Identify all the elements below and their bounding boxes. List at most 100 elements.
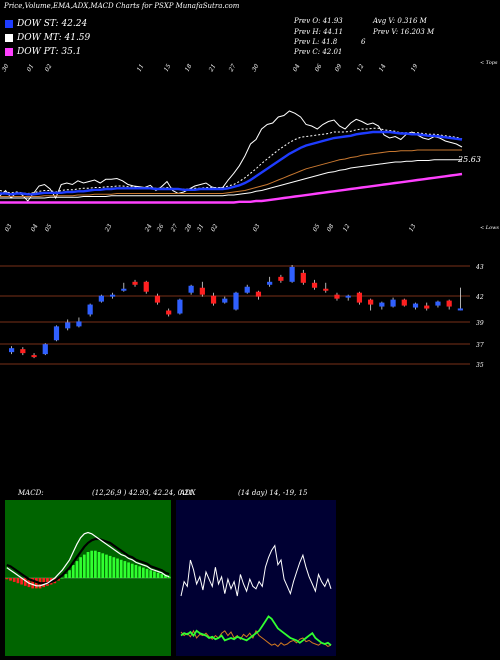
ema-line-5 <box>0 172 463 204</box>
macd-histogram-bar <box>101 553 105 578</box>
legend-label-st: DOW ST: 42.24 <box>17 19 88 29</box>
top-date-label: 19 <box>410 63 420 73</box>
top-date-label: 30 <box>1 63 11 73</box>
macd-histogram-bar <box>119 559 123 578</box>
candle-body <box>267 281 273 285</box>
macd-histogram-bar <box>64 574 68 578</box>
bottom-date-label: 26 <box>155 223 165 234</box>
bottom-date-label: 03 <box>252 223 262 233</box>
candle-body <box>255 291 262 297</box>
legend-item-mt: DOW MT: 41.59 <box>5 33 90 43</box>
stat-prev-volume: Prev V: 16.203 M <box>373 28 435 36</box>
lows-label: < Lows <box>480 225 499 231</box>
legend-swatch-st <box>5 20 13 28</box>
macd-histogram-bar <box>60 578 64 579</box>
bottom-date-label: 28 <box>183 223 193 234</box>
bottom-date-label: 02 <box>210 223 220 233</box>
price-axis-label: 37 <box>476 342 484 349</box>
candle-body <box>368 299 374 305</box>
candle-body <box>31 355 37 358</box>
bottom-date-label: 24 <box>143 223 153 234</box>
ema-line-2 <box>0 130 463 196</box>
adx-params: (14 day) 14, -19, 15 <box>238 489 308 497</box>
candle-body <box>424 305 430 309</box>
candle-body <box>20 349 26 354</box>
legend-item-pt: DOW PT: 35.1 <box>5 47 81 57</box>
macd-histogram-bar <box>9 578 12 581</box>
candle-body <box>356 292 363 303</box>
candle-body <box>166 310 172 315</box>
stat-prev-high: Prev H: 44.11 <box>294 28 344 36</box>
candle-body <box>76 321 82 327</box>
top-date-label: 30 <box>251 63 261 73</box>
macd-histogram-bar <box>123 561 127 578</box>
adx-panel <box>176 500 336 656</box>
price-axis-label: 35 <box>476 362 484 369</box>
ema-line-3 <box>0 149 462 197</box>
candle-body <box>87 304 93 315</box>
adx-line-0 <box>180 544 332 597</box>
macd-histogram-bar <box>71 565 75 578</box>
candle-body <box>177 299 183 314</box>
candle-body <box>244 286 250 293</box>
macd-panel <box>5 500 171 656</box>
candle-body <box>401 299 407 306</box>
macd-histogram-bar <box>156 572 160 578</box>
macd-histogram-bar <box>16 578 20 584</box>
macd-histogram-bar <box>86 552 90 578</box>
macd-histogram-bar <box>153 571 156 578</box>
macd-histogram-bar <box>90 550 94 578</box>
top-date-label: 04 <box>292 63 302 73</box>
macd-label: MACD: <box>18 489 44 497</box>
macd-histogram-bar <box>167 576 171 578</box>
candle-body <box>278 276 284 281</box>
ema-price-label: 25.63 <box>457 155 481 164</box>
macd-histogram-bar <box>97 552 101 578</box>
macd-histogram-bar <box>31 578 35 589</box>
candle-body <box>233 292 239 310</box>
macd-histogram-bar <box>108 555 112 578</box>
top-date-label: 12 <box>356 63 366 73</box>
candle-body <box>311 282 318 288</box>
macd-histogram-bar <box>160 574 164 578</box>
candle-body <box>121 288 127 291</box>
price-axis-label: 43 <box>475 264 484 271</box>
candle-body <box>300 272 306 283</box>
bottom-date-label: 23 <box>103 223 113 234</box>
candle-body <box>412 303 419 308</box>
top-date-label: 18 <box>184 63 194 73</box>
legend-label-mt: DOW MT: 41.59 <box>17 33 91 43</box>
macd-histogram-bar <box>127 562 130 578</box>
candle-body <box>109 294 116 297</box>
top-date-label: 27 <box>227 63 237 74</box>
tops-label: < Tops <box>480 60 498 66</box>
candle-body <box>323 288 329 291</box>
legend-label-pt: DOW PT: 35.1 <box>17 47 82 57</box>
bottom-date-label: 05 <box>312 223 322 233</box>
macd-histogram-bar <box>20 578 23 585</box>
macd-line <box>6 531 170 587</box>
adx-label: ADX <box>180 489 196 497</box>
legend-swatch-mt <box>5 34 13 42</box>
macd-histogram-bar <box>75 561 79 578</box>
macd-histogram-bar <box>79 557 82 578</box>
chart-title: Price,Volume,EMA,ADX,MACD Charts for PSX… <box>4 2 240 10</box>
candle-body <box>154 295 161 303</box>
macd-histogram-bar <box>35 578 38 589</box>
top-date-label: 09 <box>334 63 344 73</box>
bottom-date-label: 27 <box>169 223 179 234</box>
macd-histogram-bar <box>145 568 149 578</box>
macd-histogram-bar <box>149 570 153 578</box>
macd-histogram-bar <box>105 554 108 578</box>
candle-body <box>53 326 60 341</box>
stat-prev-low: Prev L: 41.8 <box>294 38 338 46</box>
ema-line-4 <box>0 159 462 199</box>
candle-body <box>143 281 149 292</box>
macd-histogram-bar <box>141 567 145 578</box>
candle-body <box>345 295 351 298</box>
candle-body <box>132 281 138 285</box>
stat-avg-volume: Avg V: 0.316 M <box>373 17 427 25</box>
ema-line-0 <box>0 110 463 202</box>
top-date-label: 06 <box>314 63 324 73</box>
macd-histogram-bar <box>134 565 138 578</box>
